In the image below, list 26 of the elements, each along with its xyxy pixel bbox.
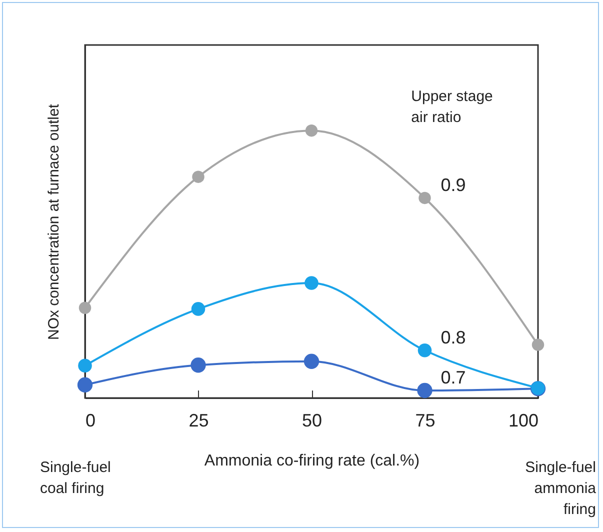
point [190,358,206,373]
y-axis-title: NOx concentration at furnace outlet [46,103,62,340]
x-tick-label: 50 [302,410,322,430]
point [77,377,93,392]
text: Single-fuel ammonia firing [525,459,597,518]
point [78,302,92,314]
x-tick-label: 0 [86,410,96,430]
point [532,338,544,351]
x-tick-label: 100 [508,410,538,430]
series-label: 0.8 [440,327,466,348]
point [418,344,432,358]
point [417,382,432,398]
text: Upper stage air ratio [411,88,493,126]
text: Single-fuel coal firing [40,459,111,497]
point [305,124,318,137]
x-tick-label: 25 [188,410,209,430]
point [192,170,204,183]
x-axis-title: Ammonia co-firing rate (cal.%) [204,452,420,470]
point [191,302,206,316]
point [418,192,431,204]
point [78,358,92,373]
point [304,354,320,369]
x-tick-label: 75 [415,410,436,430]
point [304,276,318,290]
series-label: 0.7 [440,368,466,388]
series-label: 0.9 [440,174,466,195]
